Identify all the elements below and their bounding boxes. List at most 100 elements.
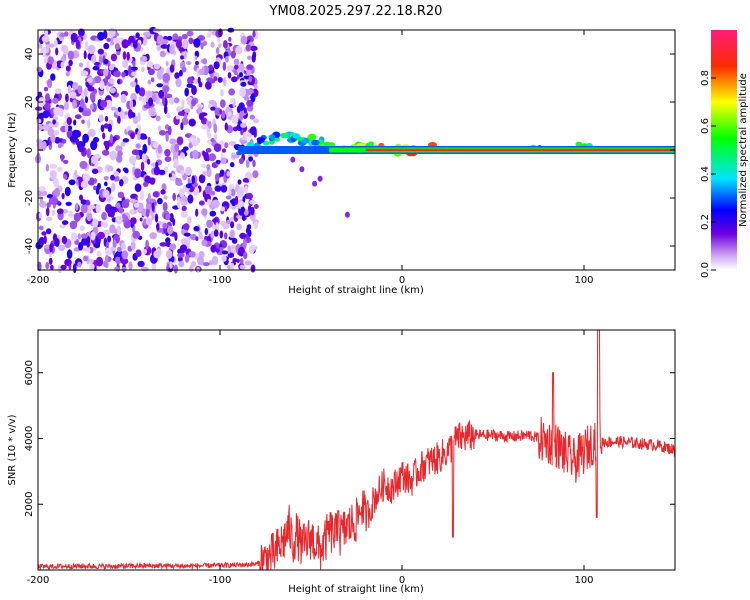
noise-blob xyxy=(209,210,217,217)
noise-blob xyxy=(67,50,75,60)
noise-blob xyxy=(231,114,239,125)
noise-blob xyxy=(209,79,216,84)
figure-title: YM08.2025.297.22.18.R20 xyxy=(269,4,443,19)
noise-blob xyxy=(163,105,168,115)
noise-blob xyxy=(84,96,89,104)
noise-blob xyxy=(86,247,91,253)
noise-blob xyxy=(147,68,155,76)
noise-blob xyxy=(43,244,51,249)
noise-blob xyxy=(110,53,118,62)
noise-blob xyxy=(41,231,47,236)
noise-blob xyxy=(175,39,183,49)
noise-blob xyxy=(246,64,254,70)
noise-blob xyxy=(64,258,72,266)
noise-blob xyxy=(213,133,218,141)
noise-blob xyxy=(149,177,156,185)
noise-blob xyxy=(220,89,224,97)
noise-blob xyxy=(206,167,212,178)
noise-blob xyxy=(158,130,166,136)
noise-blob xyxy=(162,202,168,212)
noise-blob xyxy=(97,231,105,240)
noise-blob xyxy=(238,102,245,111)
noise-blob xyxy=(195,208,199,217)
noise-blob xyxy=(135,32,140,39)
noise-blob xyxy=(141,66,145,73)
noise-blob xyxy=(206,164,211,171)
noise-blob xyxy=(103,68,109,77)
noise-blob xyxy=(141,152,147,162)
signal-blob xyxy=(428,142,437,148)
noise-blob xyxy=(87,118,91,129)
noise-blob xyxy=(165,60,169,67)
noise-blob xyxy=(198,174,206,184)
noise-blob xyxy=(48,257,53,265)
noise-blob xyxy=(237,187,244,197)
noise-blob xyxy=(168,173,172,178)
noise-blob xyxy=(103,176,109,181)
noise-blob xyxy=(156,83,164,88)
noise-blob xyxy=(240,139,248,144)
noise-blob xyxy=(59,224,66,229)
noise-blob xyxy=(149,232,157,240)
noise-blob xyxy=(80,180,89,189)
spectrogram-noise-cloud xyxy=(34,26,350,274)
noise-blob xyxy=(162,72,171,83)
noise-blob xyxy=(160,39,169,45)
noise-blob xyxy=(235,45,243,55)
noise-blob xyxy=(63,174,68,180)
noise-blob xyxy=(186,61,192,65)
noise-blob xyxy=(137,260,145,268)
noise-blob xyxy=(185,183,192,189)
x-tick-label: -100 xyxy=(209,275,232,286)
noise-blob xyxy=(153,141,159,149)
noise-blob xyxy=(122,51,127,60)
noise-blob xyxy=(147,79,152,85)
noise-blob xyxy=(42,141,47,150)
noise-blob xyxy=(91,54,97,64)
noise-blob xyxy=(169,138,177,145)
noise-blob xyxy=(79,160,88,170)
noise-blob xyxy=(43,235,47,244)
noise-blob xyxy=(100,124,105,133)
noise-blob xyxy=(159,50,166,58)
noise-blob xyxy=(57,166,63,172)
noise-blob xyxy=(121,71,126,78)
noise-blob xyxy=(58,244,66,252)
noise-blob xyxy=(128,155,137,165)
noise-blob xyxy=(52,130,60,136)
noise-blob xyxy=(228,187,232,198)
noise-blob xyxy=(161,183,167,191)
noise-blob xyxy=(107,235,112,243)
noise-blob xyxy=(164,149,171,157)
noise-blob xyxy=(87,44,96,55)
noise-blob xyxy=(189,264,194,273)
noise-blob xyxy=(200,43,204,50)
noise-blob xyxy=(90,231,96,241)
noise-blob xyxy=(344,211,350,218)
noise-blob xyxy=(228,36,232,42)
noise-blob xyxy=(145,239,149,250)
noise-blob xyxy=(184,166,192,176)
noise-blob xyxy=(44,28,49,38)
colorbar-ticks: 0.0 0.2 0.4 0.6 0.8 xyxy=(700,70,716,278)
noise-blob xyxy=(253,204,259,209)
noise-blob xyxy=(201,208,208,216)
noise-blob xyxy=(115,250,124,258)
noise-blob xyxy=(51,209,56,216)
noise-blob xyxy=(87,86,95,92)
noise-blob xyxy=(47,43,56,48)
noise-blob xyxy=(249,199,256,205)
noise-blob xyxy=(88,128,96,137)
noise-blob xyxy=(42,124,51,131)
noise-blob xyxy=(88,263,95,271)
noise-blob xyxy=(129,81,137,88)
noise-blob xyxy=(232,258,238,263)
colorbar-tick-label: 0.0 xyxy=(700,262,711,278)
noise-blob xyxy=(83,255,88,262)
noise-blob xyxy=(53,177,60,188)
y-tick-label: -40 xyxy=(24,238,35,254)
noise-blob xyxy=(67,84,72,94)
noise-blob xyxy=(44,102,51,111)
noise-blob xyxy=(73,119,77,126)
noise-blob xyxy=(77,261,82,268)
